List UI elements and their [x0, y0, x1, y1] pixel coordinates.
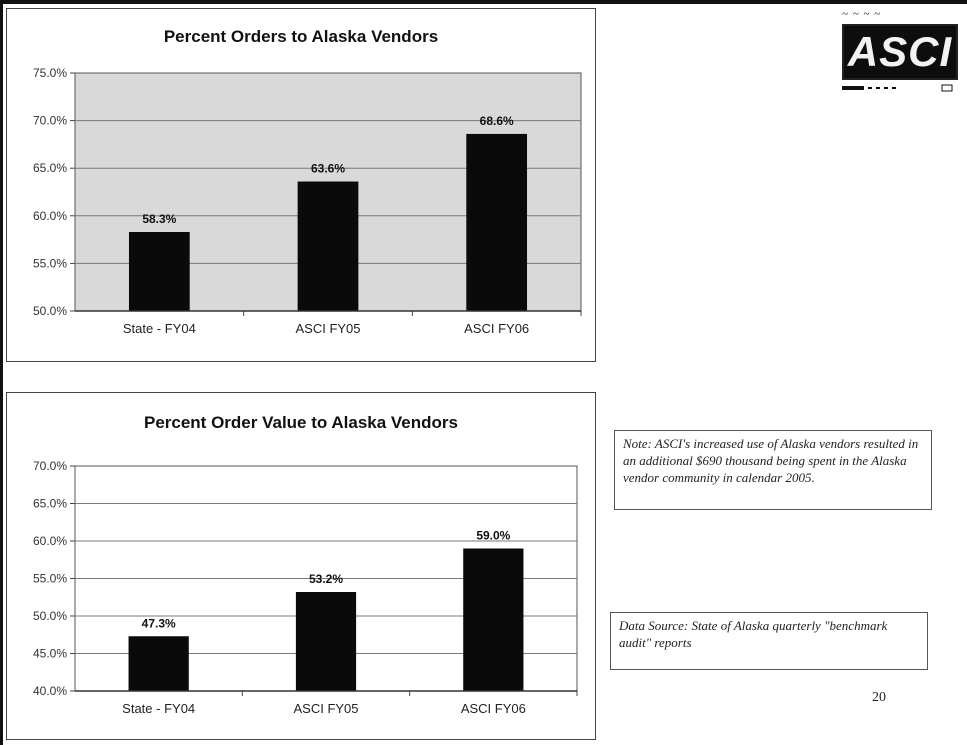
orders-chart-panel: Percent Orders to Alaska Vendors 50.0% 55… [6, 8, 596, 362]
category-label: ASCI FY06 [461, 701, 526, 716]
data-label: 68.6% [480, 114, 514, 128]
top-rule [0, 0, 967, 4]
order-value-chart-panel: Percent Order Value to Alaska Vendors 40… [6, 392, 596, 740]
y-tick-label: 40.0% [33, 684, 67, 698]
data-label: 63.6% [311, 162, 345, 176]
y-tick-label: 50.0% [33, 304, 67, 318]
category-label: ASCI FY06 [464, 321, 529, 336]
bar [128, 636, 189, 691]
orders-chart-title: Percent Orders to Alaska Vendors [163, 27, 439, 46]
data-label: 59.0% [476, 529, 510, 543]
category-label: State - FY04 [123, 321, 196, 336]
asci-logo: ~ ~ ~ ~ ASCI [836, 8, 960, 98]
category-label: State - FY04 [122, 701, 195, 716]
logo-underline [842, 84, 953, 92]
y-tick-label: 50.0% [33, 609, 67, 623]
bar [297, 181, 359, 311]
y-tick-label: 60.0% [33, 534, 67, 548]
order-value-chart-title: Percent Order Value to Alaska Vendors [143, 413, 458, 432]
category-label: ASCI FY05 [295, 321, 360, 336]
y-tick-label: 55.0% [33, 256, 67, 270]
y-tick-label: 55.0% [33, 572, 67, 586]
data-source-box: Data Source: State of Alaska quarterly "… [610, 612, 928, 670]
y-tick-label: 65.0% [33, 497, 67, 511]
bar [466, 133, 528, 311]
logo-box: ASCI [842, 24, 958, 80]
bar [463, 548, 524, 691]
y-tick-label: 70.0% [33, 459, 67, 473]
y-tick-label: 45.0% [33, 647, 67, 661]
page-number: 20 [872, 690, 886, 705]
note-box: Note: ASCI's increased use of Alaska ven… [614, 430, 932, 510]
data-label: 53.2% [309, 572, 343, 586]
category-label: ASCI FY05 [293, 701, 358, 716]
left-rule [0, 0, 3, 745]
y-tick-label: 60.0% [33, 209, 67, 223]
data-label: 47.3% [142, 616, 176, 630]
logo-text: ASCI [847, 28, 953, 75]
y-tick-label: 65.0% [33, 161, 67, 175]
orders-chart: 50.0% 55.0% 60.0% 65.0% 70.0% 75.0% 58.3% State… [33, 66, 582, 336]
logo-script-mark: ~ ~ ~ ~ [842, 8, 882, 20]
order-value-chart: 40.0% 45.0% 50.0% 55.0% 60.0% 65.0% 70.0% 47.3%… [33, 459, 578, 716]
bar [128, 231, 190, 311]
data-label: 58.3% [142, 212, 176, 226]
y-tick-label: 70.0% [33, 114, 67, 128]
bar [295, 592, 357, 691]
y-tick-label: 75.0% [33, 66, 67, 80]
